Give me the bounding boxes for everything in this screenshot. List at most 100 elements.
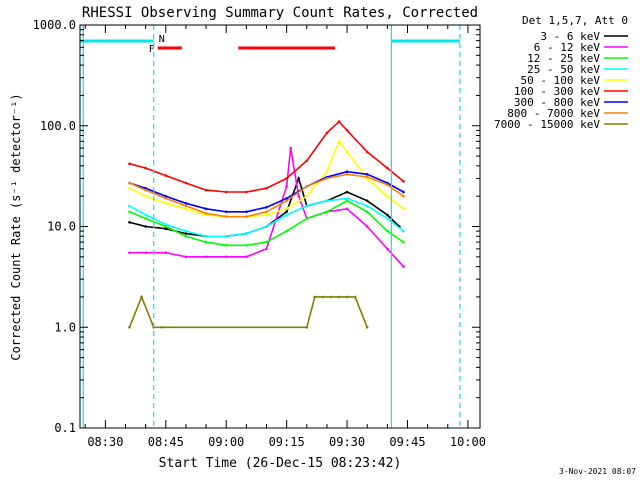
- y-tick-label: 0.1: [54, 421, 76, 435]
- data-point: [128, 186, 131, 190]
- legend-label: 6 - 12 keV: [534, 41, 601, 54]
- data-point: [285, 199, 288, 203]
- series-7: [128, 173, 405, 218]
- y-tick-label: 1.0: [54, 320, 76, 334]
- data-point: [325, 199, 329, 203]
- legend-label: 800 - 7000 keV: [507, 107, 600, 120]
- data-point: [285, 210, 288, 214]
- data-point: [128, 181, 131, 185]
- data-point: [325, 177, 329, 180]
- data-point: [386, 217, 389, 220]
- data-point: [402, 180, 405, 183]
- data-point: [345, 150, 349, 154]
- legend-label: 50 - 100 keV: [521, 74, 601, 87]
- data-point: [386, 229, 389, 233]
- data-point: [144, 213, 147, 217]
- data-point: [204, 207, 208, 211]
- series-layer: [128, 120, 405, 329]
- data-point: [160, 326, 164, 329]
- data-point: [402, 207, 405, 211]
- data-point: [144, 225, 147, 228]
- data-point: [325, 131, 329, 135]
- data-point: [164, 202, 168, 205]
- data-point: [402, 194, 405, 198]
- data-point: [144, 186, 147, 190]
- legend-label: 100 - 300 keV: [514, 85, 600, 98]
- data-point: [144, 188, 147, 192]
- series-6: [128, 170, 405, 214]
- data-point: [305, 217, 309, 220]
- data-point: [365, 210, 369, 214]
- data-point: [402, 229, 405, 233]
- data-point: [128, 221, 131, 224]
- legend-label: 3 - 6 keV: [540, 30, 600, 43]
- data-point: [386, 247, 389, 251]
- x-tick-label: 09:30: [329, 435, 365, 449]
- data-point: [128, 162, 131, 165]
- data-point: [184, 207, 188, 211]
- data-point: [325, 210, 329, 214]
- data-point: [144, 217, 147, 220]
- y-tick-label: 1000.0: [33, 18, 76, 32]
- data-point: [285, 185, 288, 188]
- data-point: [128, 251, 131, 254]
- data-point: [245, 190, 248, 194]
- data-point: [337, 120, 341, 123]
- data-point: [365, 173, 369, 176]
- x-tick-label: 08:30: [87, 435, 123, 449]
- data-point: [245, 244, 248, 247]
- x-tick-label: 09:15: [269, 435, 305, 449]
- data-point: [285, 177, 288, 180]
- data-point: [285, 207, 288, 211]
- data-point: [204, 188, 208, 192]
- data-point: [345, 173, 349, 176]
- flags-layer: NF: [80, 34, 460, 55]
- data-point: [224, 190, 228, 194]
- data-point: [245, 232, 248, 235]
- data-point: [184, 232, 188, 235]
- legend-label: 300 - 800 keV: [514, 96, 600, 109]
- y-tick-label: 100.0: [40, 119, 76, 133]
- data-point: [128, 326, 131, 329]
- data-point: [365, 199, 369, 203]
- data-point: [353, 295, 357, 299]
- data-point: [345, 207, 349, 211]
- data-point: [184, 229, 188, 233]
- data-point: [164, 197, 168, 200]
- data-point: [164, 225, 168, 228]
- series-8: [128, 294, 369, 329]
- data-point: [184, 181, 188, 185]
- data-point: [325, 170, 329, 173]
- data-point: [224, 210, 228, 214]
- data-point: [265, 247, 268, 251]
- series-line: [128, 294, 368, 329]
- data-point: [386, 183, 389, 186]
- data-point: [184, 255, 188, 259]
- data-point: [224, 235, 228, 238]
- data-point: [164, 223, 168, 226]
- data-point: [265, 240, 268, 244]
- data-point: [164, 174, 168, 177]
- series-line: [129, 139, 404, 218]
- x-tick-label: 08:45: [148, 435, 184, 449]
- flare-flag-label: F: [149, 44, 155, 55]
- data-point: [224, 215, 228, 218]
- data-point: [265, 206, 268, 209]
- data-point: [365, 204, 369, 208]
- series-2: [128, 199, 405, 247]
- data-point: [345, 190, 349, 194]
- data-point: [345, 129, 349, 132]
- data-point: [164, 251, 168, 254]
- legend-label: 12 - 25 keV: [527, 52, 600, 65]
- data-point: [245, 215, 248, 218]
- data-point: [224, 244, 228, 247]
- data-point: [305, 194, 309, 198]
- y-tick-label: 10.0: [47, 220, 76, 234]
- data-point: [285, 213, 288, 217]
- data-point: [164, 194, 168, 198]
- data-point: [402, 240, 405, 244]
- series-3: [128, 197, 405, 238]
- data-point: [184, 204, 188, 208]
